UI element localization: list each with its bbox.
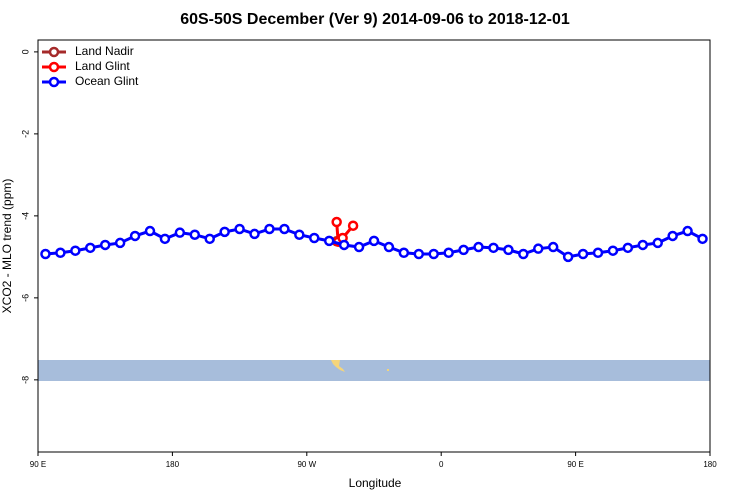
data-point <box>309 232 320 244</box>
data-point <box>577 248 589 260</box>
data-point <box>55 247 66 259</box>
data-point <box>473 241 484 253</box>
data-point <box>652 237 663 249</box>
data-point <box>249 228 260 240</box>
legend-label: Ocean Glint <box>75 74 139 88</box>
data-point <box>85 242 96 254</box>
data-point <box>458 244 469 256</box>
data-point <box>682 225 693 237</box>
data-point <box>174 227 186 238</box>
data-point <box>518 248 529 260</box>
x-tick-label: 180 <box>703 460 717 469</box>
legend-label: Land Nadir <box>75 44 134 58</box>
data-point <box>129 230 141 242</box>
x-tick-label: 90 E <box>567 460 583 469</box>
data-point <box>338 239 350 251</box>
data-point <box>533 243 544 254</box>
map-strip <box>38 360 710 381</box>
y-tick-label: -4 <box>20 212 30 220</box>
y-tick-label: -2 <box>20 130 30 138</box>
x-tick-label: 180 <box>166 460 180 469</box>
data-point <box>99 239 111 251</box>
data-point <box>562 251 574 263</box>
x-tick-label: 90 W <box>297 460 316 469</box>
data-point <box>323 235 335 247</box>
data-point <box>40 248 51 260</box>
data-point <box>667 230 678 242</box>
x-tick-label: 90 E <box>30 460 46 469</box>
x-axis-label: Longitude <box>349 476 402 490</box>
data-point <box>443 247 454 259</box>
legend-marker <box>48 46 60 58</box>
data-point <box>503 244 514 256</box>
plot-frame <box>37 39 711 453</box>
data-point <box>114 237 126 249</box>
data-point <box>279 223 290 235</box>
legend-label: Land Glint <box>75 59 130 73</box>
legend-marker <box>48 61 60 73</box>
y-tick-label: 0 <box>20 49 30 54</box>
data-point <box>637 239 649 251</box>
data-point <box>70 245 81 256</box>
data-point <box>219 226 230 238</box>
data-point <box>383 241 395 253</box>
data-point <box>144 225 156 237</box>
data-point <box>159 233 171 245</box>
data-point <box>622 242 634 254</box>
data-point <box>353 241 365 253</box>
data-point <box>331 216 342 228</box>
data-point <box>189 229 201 240</box>
data-point <box>697 233 708 245</box>
data-point <box>294 229 305 240</box>
data-point <box>413 248 425 260</box>
data-point <box>398 247 410 259</box>
land-patch <box>387 369 389 371</box>
data-point <box>607 245 619 256</box>
y-tick-label: -6 <box>20 294 30 302</box>
x-tick-label: 0 <box>439 460 444 469</box>
data-point <box>234 223 245 235</box>
land-patch <box>331 360 345 372</box>
data-point <box>368 235 380 247</box>
data-point <box>428 248 439 260</box>
legend-marker <box>48 76 60 88</box>
data-point <box>592 247 604 259</box>
data-point <box>347 220 359 231</box>
y-axis-label: XCO2 - MLO trend (ppm) <box>0 179 14 314</box>
y-tick-label: -8 <box>20 376 30 384</box>
data-point <box>204 233 215 245</box>
data-point <box>264 223 275 235</box>
data-point <box>547 241 559 253</box>
data-point <box>488 242 499 254</box>
chart-title: 60S-50S December (Ver 9) 2014-09-06 to 2… <box>180 11 570 28</box>
